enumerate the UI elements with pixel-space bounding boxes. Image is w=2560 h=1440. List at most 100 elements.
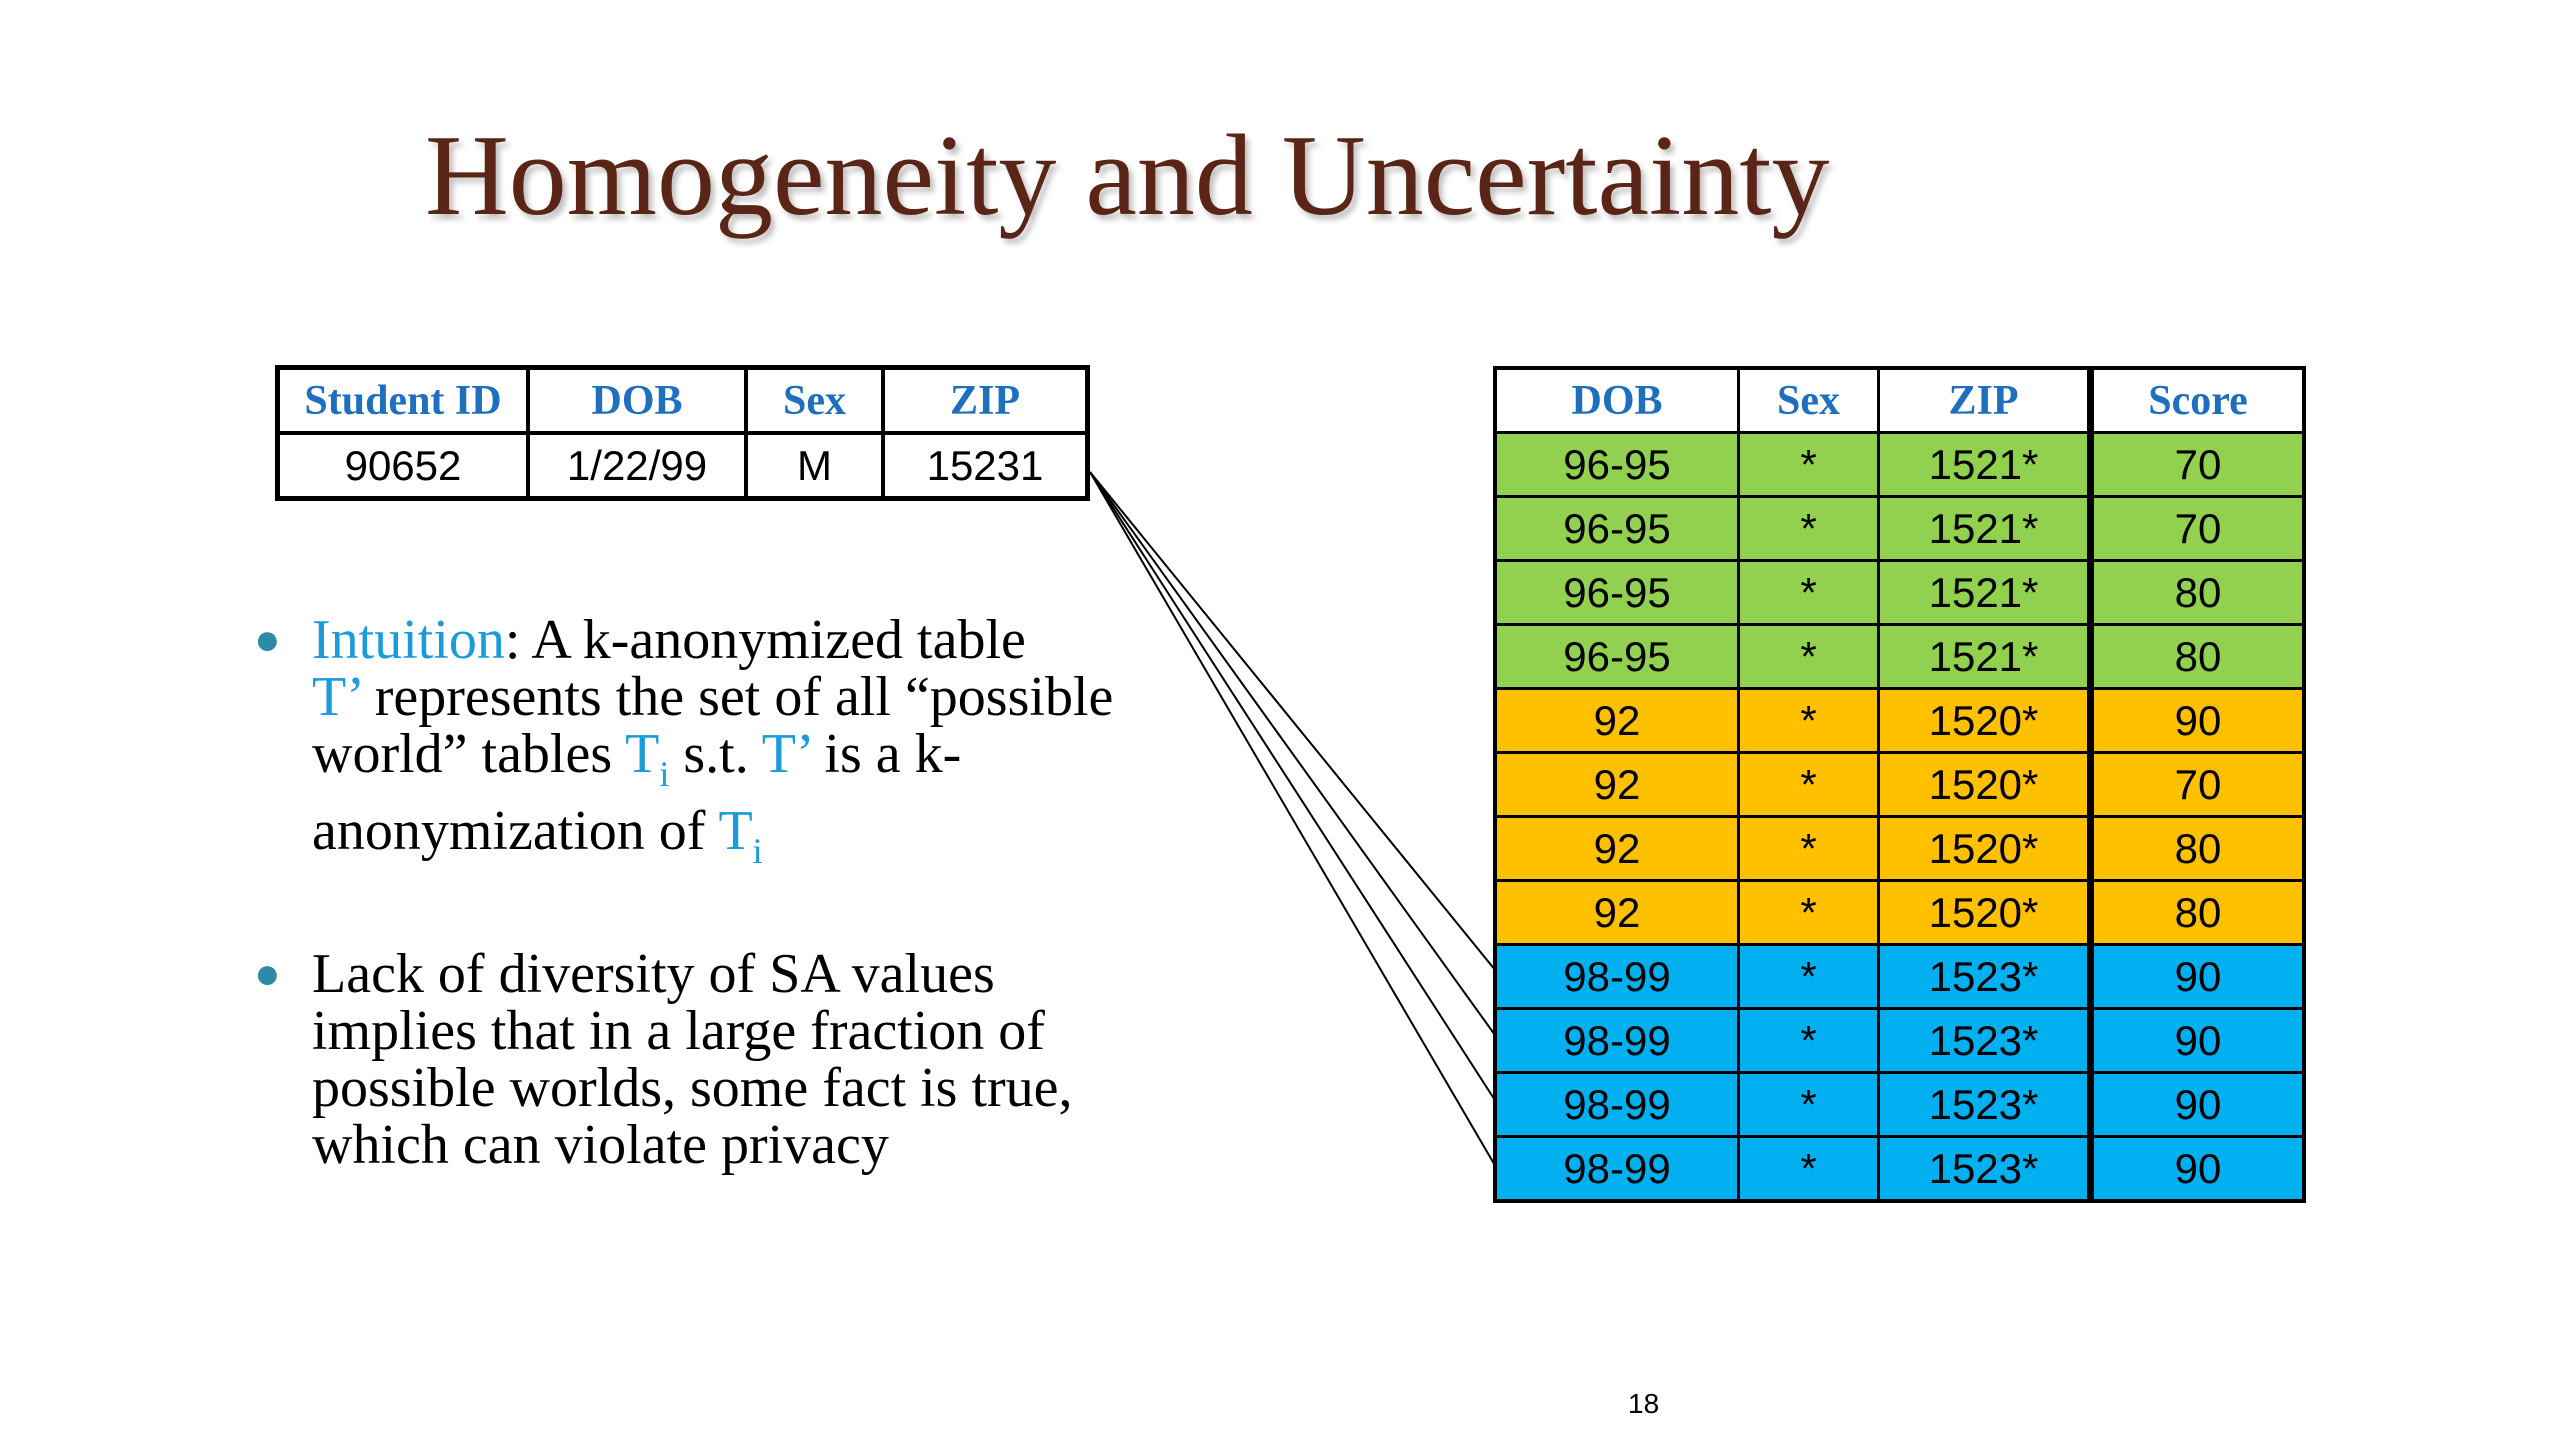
cell-sex: * bbox=[1737, 943, 1880, 1010]
bullet-text: s.t. bbox=[669, 723, 762, 785]
cell-dob: 98-99 bbox=[1493, 943, 1740, 1010]
cell-dob: 92 bbox=[1493, 879, 1740, 946]
cell-score: 80 bbox=[2087, 879, 2306, 946]
table-row: 92 * 1520* 80 bbox=[1493, 879, 2306, 946]
cell-score: 90 bbox=[2087, 1135, 2306, 1203]
cell-dob: 98-99 bbox=[1493, 1135, 1740, 1203]
cell-dob: 92 bbox=[1493, 751, 1740, 818]
subscript-i: i bbox=[659, 754, 670, 794]
cell-zip: 1523* bbox=[1877, 943, 2092, 1010]
cell-zip: 1521* bbox=[1877, 495, 2092, 562]
t-i-symbol: Ti bbox=[625, 723, 669, 795]
table-row: 98-99 * 1523* 90 bbox=[1493, 1135, 2306, 1203]
cell-zip: 1520* bbox=[1877, 815, 2092, 882]
cell-sex: * bbox=[1737, 1135, 1880, 1203]
anonymized-table-body: 96-95 * 1521* 70 96-95 * 1521* 70 96-95 * 1521* 80 9… bbox=[1493, 431, 2306, 1203]
cell-sex: M bbox=[744, 431, 885, 501]
cell-dob: 98-99 bbox=[1493, 1007, 1740, 1074]
table-row: 98-99 * 1523* 90 bbox=[1493, 943, 2306, 1010]
table-row: 98-99 * 1523* 90 bbox=[1493, 1007, 2306, 1074]
table-row: 96-95 * 1521* 70 bbox=[1493, 495, 2306, 562]
t-prime-symbol: T’ bbox=[312, 666, 361, 728]
connector-line bbox=[1089, 471, 1501, 1109]
cell-score: 90 bbox=[2087, 1071, 2306, 1138]
cell-sex: * bbox=[1737, 879, 1880, 946]
slide-title: Homogeneity and Uncertainty bbox=[425, 112, 1830, 240]
cell-zip: 1520* bbox=[1877, 687, 2092, 754]
cell-sex: * bbox=[1737, 1071, 1880, 1138]
cell-score: 70 bbox=[2087, 431, 2306, 498]
col-header-sex: Sex bbox=[1737, 366, 1880, 434]
cell-dob: 1/22/99 bbox=[526, 431, 748, 501]
cell-dob: 96-95 bbox=[1493, 495, 1740, 562]
cell-sex: * bbox=[1737, 431, 1880, 498]
table-header-row: DOB Sex ZIP Score bbox=[1493, 366, 2306, 434]
col-header-student-id: Student ID bbox=[275, 365, 530, 435]
cell-zip: 1521* bbox=[1877, 559, 2092, 626]
connector-line bbox=[1089, 471, 1501, 977]
bullet-text: : A k-anonymized table bbox=[504, 609, 1026, 671]
col-header-score: Score bbox=[2087, 366, 2306, 434]
cell-zip: 1521* bbox=[1877, 623, 2092, 690]
cell-dob: 92 bbox=[1493, 687, 1740, 754]
cell-score: 70 bbox=[2087, 751, 2306, 818]
bullet-text: represents the set of all “possible worl… bbox=[312, 666, 1114, 785]
bullet-text: Lack of diversity of SA values implies t… bbox=[312, 943, 1073, 1176]
cell-score: 90 bbox=[2087, 687, 2306, 754]
cell-dob: 98-99 bbox=[1493, 1071, 1740, 1138]
table-row: 92 * 1520* 90 bbox=[1493, 687, 2306, 754]
cell-sex: * bbox=[1737, 495, 1880, 562]
anonymized-table: DOB Sex ZIP Score 96-95 * 1521* 70 96-95 * 152… bbox=[1493, 366, 2306, 1203]
table-header-row: Student ID DOB Sex ZIP bbox=[275, 365, 1090, 435]
intuition-label: Intuition bbox=[312, 609, 505, 671]
cell-score: 90 bbox=[2087, 943, 2306, 1010]
subscript-i: i bbox=[752, 831, 763, 871]
cell-dob: 96-95 bbox=[1493, 559, 1740, 626]
cell-zip: 1523* bbox=[1877, 1135, 2092, 1203]
table-row: 92 * 1520* 70 bbox=[1493, 751, 2306, 818]
cell-score: 90 bbox=[2087, 1007, 2306, 1074]
cell-dob: 92 bbox=[1493, 815, 1740, 882]
cell-score: 80 bbox=[2087, 623, 2306, 690]
connector-line bbox=[1089, 471, 1501, 1175]
cell-sex: * bbox=[1737, 623, 1880, 690]
cell-zip: 1520* bbox=[1877, 751, 2092, 818]
col-header-zip: ZIP bbox=[1877, 366, 2092, 434]
table-row: 90652 1/22/99 M 15231 bbox=[275, 431, 1090, 501]
table-row: 96-95 * 1521* 80 bbox=[1493, 559, 2306, 626]
cell-zip: 15231 bbox=[881, 431, 1090, 501]
cell-sex: * bbox=[1737, 1007, 1880, 1074]
col-header-sex: Sex bbox=[744, 365, 885, 435]
table-row: 96-95 * 1521* 80 bbox=[1493, 623, 2306, 690]
t-symbol: T bbox=[625, 723, 660, 785]
cell-zip: 1523* bbox=[1877, 1071, 2092, 1138]
connector-line bbox=[1089, 471, 1501, 1043]
cell-dob: 96-95 bbox=[1493, 623, 1740, 690]
cell-zip: 1520* bbox=[1877, 879, 2092, 946]
student-record-table: Student ID DOB Sex ZIP 90652 1/22/99 M 1… bbox=[275, 365, 1090, 501]
cell-score: 80 bbox=[2087, 559, 2306, 626]
cell-sex: * bbox=[1737, 559, 1880, 626]
cell-dob: 96-95 bbox=[1493, 431, 1740, 498]
bullet-text: is a k-anonymization of bbox=[312, 723, 962, 862]
col-header-zip: ZIP bbox=[881, 365, 1090, 435]
page-number: 18 bbox=[1628, 1388, 1660, 1419]
bullet-dot-icon: ● bbox=[254, 949, 281, 998]
bullet-diversity: ● Lack of diversity of SA values implies… bbox=[250, 946, 1150, 1174]
cell-sex: * bbox=[1737, 815, 1880, 882]
table-row: 96-95 * 1521* 70 bbox=[1493, 431, 2306, 498]
cell-sex: * bbox=[1737, 751, 1880, 818]
bullet-intuition: ● Intuition: A k-anonymized table T’ rep… bbox=[250, 612, 1150, 880]
table-row: 98-99 * 1523* 90 bbox=[1493, 1071, 2306, 1138]
table-row: 92 * 1520* 80 bbox=[1493, 815, 2306, 882]
t-symbol: T bbox=[718, 800, 753, 862]
bullet-list: ● Intuition: A k-anonymized table T’ rep… bbox=[250, 612, 1150, 1174]
cell-sex: * bbox=[1737, 687, 1880, 754]
t-i-symbol: Ti bbox=[718, 800, 762, 872]
cell-zip: 1523* bbox=[1877, 1007, 2092, 1074]
col-header-dob: DOB bbox=[526, 365, 748, 435]
cell-zip: 1521* bbox=[1877, 431, 2092, 498]
bullet-dot-icon: ● bbox=[254, 615, 281, 664]
cell-score: 80 bbox=[2087, 815, 2306, 882]
